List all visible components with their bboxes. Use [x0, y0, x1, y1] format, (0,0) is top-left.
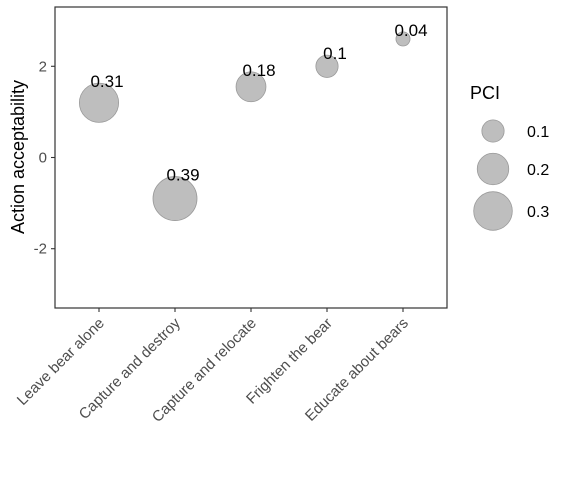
data-label: 0.31: [90, 72, 123, 91]
y-tick-label: 2: [39, 58, 47, 75]
y-axis: -2 0 2: [34, 58, 55, 258]
bubble-point: [395, 31, 411, 47]
y-tick-label: -2: [34, 241, 47, 258]
legend-title: PCI: [470, 83, 500, 103]
data-label: 0.1: [323, 44, 347, 63]
data-label: 0.39: [166, 166, 199, 185]
bubble-layer: [78, 31, 411, 221]
legend-label: 0.1: [527, 124, 549, 141]
legend-key-bubble: [473, 191, 513, 231]
data-label-layer: 0.31 0.39 0.18 0.1 0.04: [90, 21, 427, 185]
bubble-point: [78, 82, 120, 123]
plot-panel: [54, 6, 448, 309]
data-label: 0.04: [394, 21, 427, 40]
legend: PCI 0.1 0.2 0.3: [470, 83, 549, 231]
legend-key-bubble: [481, 119, 505, 143]
legend-label: 0.2: [527, 162, 549, 179]
bubble-point: [315, 54, 339, 78]
legend-label: 0.3: [527, 204, 549, 221]
bubble-point: [235, 71, 267, 103]
data-label: 0.18: [242, 61, 275, 80]
bubble-point: [152, 176, 198, 221]
legend-key-bubble: [476, 152, 510, 186]
y-axis-title: Action acceptability: [8, 80, 28, 234]
y-tick-label: 0: [39, 150, 47, 167]
